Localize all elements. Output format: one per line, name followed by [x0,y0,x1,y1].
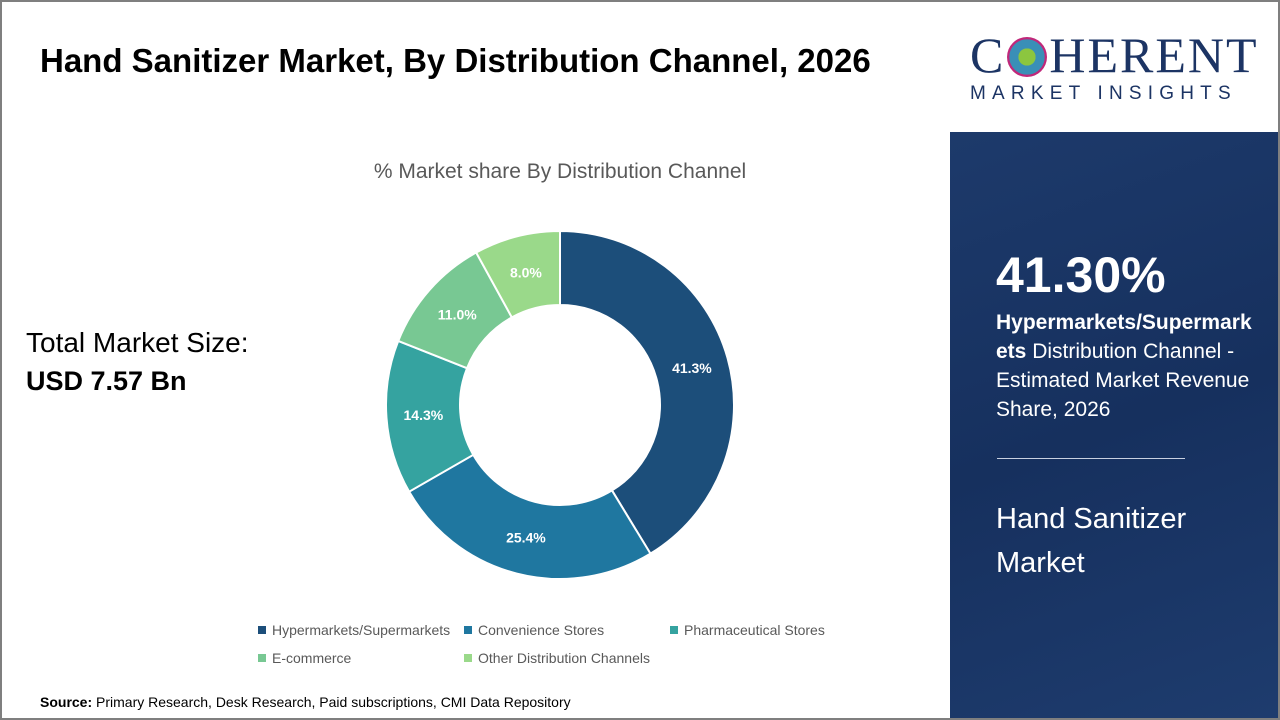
page-title: Hand Sanitizer Market, By Distribution C… [40,42,871,79]
highlight-segment: Hypermarkets/Supermarkets [996,311,1252,363]
data-label: 14.3% [404,407,444,423]
legend-label: Hypermarkets/Supermarkets [272,622,451,638]
market-name: Hand Sanitizer Market [996,503,1187,579]
legend-item: Hypermarkets/Supermarkets [258,622,450,638]
donut-chart: 41.3% 25.4% 14.3% 11.0% 8.0% [385,229,735,580]
legend-label: Pharmaceutical Stores [684,622,825,638]
data-label: 8.0% [510,264,542,280]
company-logo: C HERENT MARKET INSIGHTS [970,30,1270,105]
globe-icon [1007,36,1048,77]
logo-brand: C HERENT [970,27,1259,83]
side-panel [950,132,1280,720]
highlight-text: Distribution Channel - Estimated Market … [996,340,1250,421]
chart-title: % Market share By Distribution Channel [373,160,747,183]
legend-label: Convenience Stores [478,622,605,638]
data-label: 11.0% [438,306,477,322]
data-label: 25.4% [506,530,546,546]
total-label: Total Market Size: [26,327,249,358]
donut-slice [559,229,735,556]
legend-swatch [464,626,472,634]
source-label: Source: [40,694,93,710]
highlight-percent: 41.30% [996,247,1166,303]
legend-swatch [258,654,266,662]
total-value: USD 7.57 Bn [26,366,187,396]
highlight-description: Hypermarkets/Supermarkets Distribution C… [996,308,1256,424]
legend-swatch [464,654,472,662]
legend-swatch [258,626,266,634]
donut-slice [474,229,561,319]
legend-item: Other Distribution Channels [464,650,650,666]
legend-label: E-commerce [272,650,352,666]
legend-swatch [670,626,678,634]
source-text: Primary Research, Desk Research, Paid su… [96,694,571,710]
divider [997,458,1185,459]
legend-item: E-commerce [258,650,351,666]
legend-label: Other Distribution Channels [478,650,650,666]
donut-slice [407,453,652,580]
total-market-size: Total Market Size: USD 7.57 Bn [26,324,249,400]
legend-item: Convenience Stores [464,622,604,638]
logo-tagline: MARKET INSIGHTS [970,82,1237,104]
data-label: 41.3% [672,360,712,376]
legend-item: Pharmaceutical Stores [670,622,825,638]
source-note: Source: Primary Research, Desk Research,… [40,694,571,710]
